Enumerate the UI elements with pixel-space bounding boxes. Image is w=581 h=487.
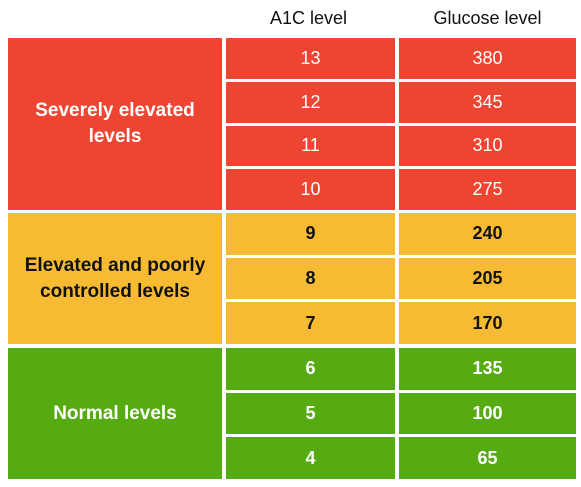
table-row: 8 205 (222, 254, 576, 300)
glucose-cell: 65 (395, 437, 576, 480)
a1c-cell: 12 (222, 81, 395, 123)
a1c-cell: 4 (222, 437, 395, 480)
a1c-cell: 6 (222, 348, 395, 390)
glucose-cell: 345 (395, 81, 576, 123)
table-row: 9 240 (222, 213, 576, 255)
table-row: 6 135 (222, 348, 576, 390)
a1c-cell: 13 (222, 38, 395, 79)
group-normal: Normal levels 6 135 5 100 4 65 (8, 348, 576, 480)
table-row: 7 170 (222, 299, 576, 345)
glucose-cell: 380 (395, 38, 576, 79)
group-label: Normal levels (53, 402, 177, 424)
group-label: Elevated and poorly controlled levels (24, 254, 206, 302)
a1c-cell: 9 (222, 213, 395, 255)
glucose-cell: 275 (395, 169, 576, 210)
glucose-cell: 100 (395, 392, 576, 435)
table-row: 12 345 (222, 78, 576, 123)
glucose-cell: 205 (395, 257, 576, 300)
glucose-cell: 240 (395, 213, 576, 255)
a1c-cell: 5 (222, 392, 395, 435)
glucose-column-header: Glucose level (433, 7, 542, 28)
table-row: 11 310 (222, 122, 576, 167)
table-row: 10 275 (222, 166, 576, 210)
a1c-column-header: A1C level (269, 7, 348, 28)
a1c-cell: 11 (222, 125, 395, 167)
group-severely-elevated: Severely elevated levels 13 380 12 345 1… (8, 38, 576, 210)
glucose-cell: 310 (395, 125, 576, 167)
table-row: 5 100 (222, 389, 576, 435)
a1c-cell: 7 (222, 302, 395, 345)
glucose-cell: 170 (395, 302, 576, 345)
table-row: 4 65 (222, 434, 576, 480)
group-label: Severely elevated levels (35, 100, 195, 147)
a1c-cell: 10 (222, 169, 395, 210)
group-elevated-poorly-controlled: Elevated and poorly controlled levels 9 … (8, 213, 576, 345)
a1c-cell: 8 (222, 257, 395, 300)
glucose-cell: 135 (395, 348, 576, 390)
table-row: 13 380 (222, 38, 576, 79)
